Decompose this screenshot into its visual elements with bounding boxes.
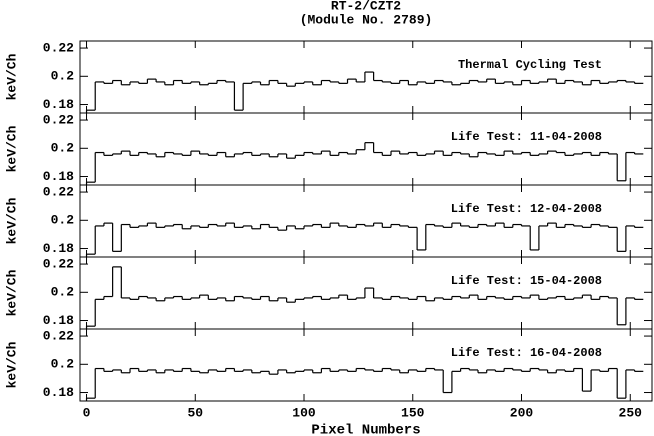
y-axis-label: keV/Ch bbox=[4, 269, 19, 316]
y-tick-label: 0.2 bbox=[51, 285, 75, 300]
panel-frame bbox=[79, 40, 653, 114]
y-tick-label: 0.18 bbox=[43, 385, 74, 400]
y-tick-label: 0.2 bbox=[51, 357, 75, 372]
y-tick-label: 0.22 bbox=[43, 256, 74, 271]
series bbox=[85, 266, 644, 329]
series bbox=[85, 71, 644, 113]
y-tick-label: 0.18 bbox=[43, 169, 74, 184]
y-tick-label: 0.2 bbox=[51, 69, 75, 84]
panel-frame bbox=[79, 328, 653, 402]
y-axis-label: keV/Ch bbox=[4, 53, 19, 100]
x-tick-label: 0 bbox=[83, 405, 91, 420]
step-connector bbox=[85, 368, 636, 401]
y-tick-label: 0.18 bbox=[43, 313, 74, 328]
y-tick-label: 0.2 bbox=[51, 141, 75, 156]
step-connector bbox=[85, 266, 636, 329]
chart-title: RT-2/CZT2 bbox=[331, 0, 401, 13]
annotation: Life Test: 16-04-2008 bbox=[451, 346, 602, 360]
y-tick-label: 0.18 bbox=[43, 241, 74, 256]
annotation: Thermal Cycling Test bbox=[458, 58, 602, 72]
panel-frame bbox=[79, 256, 653, 330]
series bbox=[85, 367, 644, 401]
x-tick-label: 150 bbox=[401, 405, 425, 420]
series bbox=[85, 222, 644, 257]
annotation: Life Test: 12-04-2008 bbox=[451, 202, 602, 216]
x-axis-label: Pixel Numbers bbox=[311, 423, 420, 436]
panel-frame bbox=[79, 184, 653, 258]
x-tick-label: 100 bbox=[292, 405, 316, 420]
y-tick-label: 0.18 bbox=[43, 97, 74, 112]
step-connector bbox=[85, 223, 636, 257]
x-tick-label: 50 bbox=[187, 405, 203, 420]
annotation: Life Test: 11-04-2008 bbox=[451, 130, 602, 144]
step-connector bbox=[85, 142, 636, 185]
y-axis-label: keV/Ch bbox=[4, 125, 19, 172]
x-tick-label: 250 bbox=[619, 405, 643, 420]
panel-frame bbox=[79, 112, 653, 186]
y-axis-label: keV/Ch bbox=[4, 341, 19, 388]
y-tick-label: 0.2 bbox=[51, 213, 75, 228]
step-connector bbox=[85, 72, 636, 113]
annotation: Life Test: 15-04-2008 bbox=[451, 274, 602, 288]
series bbox=[85, 142, 644, 185]
chart-subtitle: (Module No. 2789) bbox=[300, 12, 433, 27]
x-tick-label: 200 bbox=[510, 405, 534, 420]
y-tick-label: 0.22 bbox=[43, 184, 74, 199]
y-axis-label: keV/Ch bbox=[4, 197, 19, 244]
y-tick-label: 0.22 bbox=[43, 40, 74, 55]
y-tick-label: 0.22 bbox=[43, 112, 74, 127]
y-tick-label: 0.22 bbox=[43, 328, 74, 343]
